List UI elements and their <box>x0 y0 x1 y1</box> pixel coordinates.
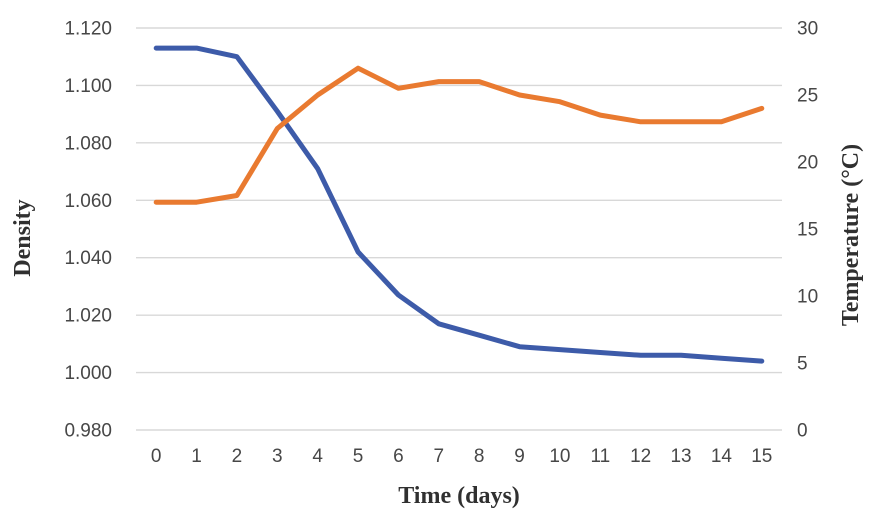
temperature-series-line <box>153 65 765 205</box>
left-axis-tick-labels: 0.980 1.000 1.020 1.040 1.060 1.080 1.100 1.120 <box>64 19 112 442</box>
left-axis-tick-label: 0.980 <box>64 421 112 442</box>
right-axis-tick-label: 5 <box>797 354 808 375</box>
x-axis-tick-label: 15 <box>751 446 772 467</box>
x-axis-tick-label: 9 <box>514 446 525 467</box>
x-axis-tick-label: 3 <box>272 446 283 467</box>
left-axis-title: Density <box>10 199 36 276</box>
left-axis-tick-label: 1.060 <box>64 191 112 212</box>
left-axis-tick-label: 1.080 <box>64 133 112 154</box>
right-axis-tick-label: 0 <box>797 421 808 442</box>
left-axis-tick-label: 1.000 <box>64 363 112 384</box>
right-axis-tick-label: 30 <box>797 19 818 40</box>
x-axis-tick-label: 12 <box>630 446 651 467</box>
x-axis-tick-label: 2 <box>232 446 243 467</box>
x-axis-tick-label: 14 <box>711 446 733 467</box>
x-axis-tick-label: 7 <box>434 446 445 467</box>
x-axis-tick-label: 10 <box>549 446 570 467</box>
x-axis-tick-label: 5 <box>353 446 364 467</box>
right-axis-tick-label: 15 <box>797 220 818 241</box>
right-axis-tick-label: 20 <box>797 153 818 174</box>
x-axis-tick-label: 8 <box>474 446 485 467</box>
series-group <box>153 45 765 364</box>
x-axis-tick-label: 1 <box>191 446 202 467</box>
density-series-line <box>153 45 765 364</box>
left-axis-tick-label: 1.020 <box>64 306 112 327</box>
right-axis-title: Temperature (°C) <box>838 144 864 326</box>
right-axis-tick-labels: 0 5 10 15 20 25 30 <box>797 19 818 442</box>
left-axis-tick-label: 1.100 <box>64 76 112 97</box>
x-axis-tick-label: 11 <box>590 446 610 467</box>
left-axis-tick-label: 1.120 <box>64 19 112 40</box>
x-axis-tick-label: 0 <box>151 446 162 467</box>
x-axis-tick-labels: 0 1 2 3 4 5 6 7 8 9 10 11 12 13 14 15 <box>151 446 772 467</box>
right-axis-tick-label: 25 <box>797 86 818 107</box>
x-axis-tick-label: 4 <box>312 446 323 467</box>
right-axis-tick-label: 10 <box>797 287 818 308</box>
gridlines-group <box>136 27 782 431</box>
left-axis-tick-label: 1.040 <box>64 248 112 269</box>
x-axis-tick-label: 6 <box>393 446 404 467</box>
x-axis-title: Time (days) <box>398 483 520 509</box>
x-axis-tick-label: 13 <box>670 446 691 467</box>
